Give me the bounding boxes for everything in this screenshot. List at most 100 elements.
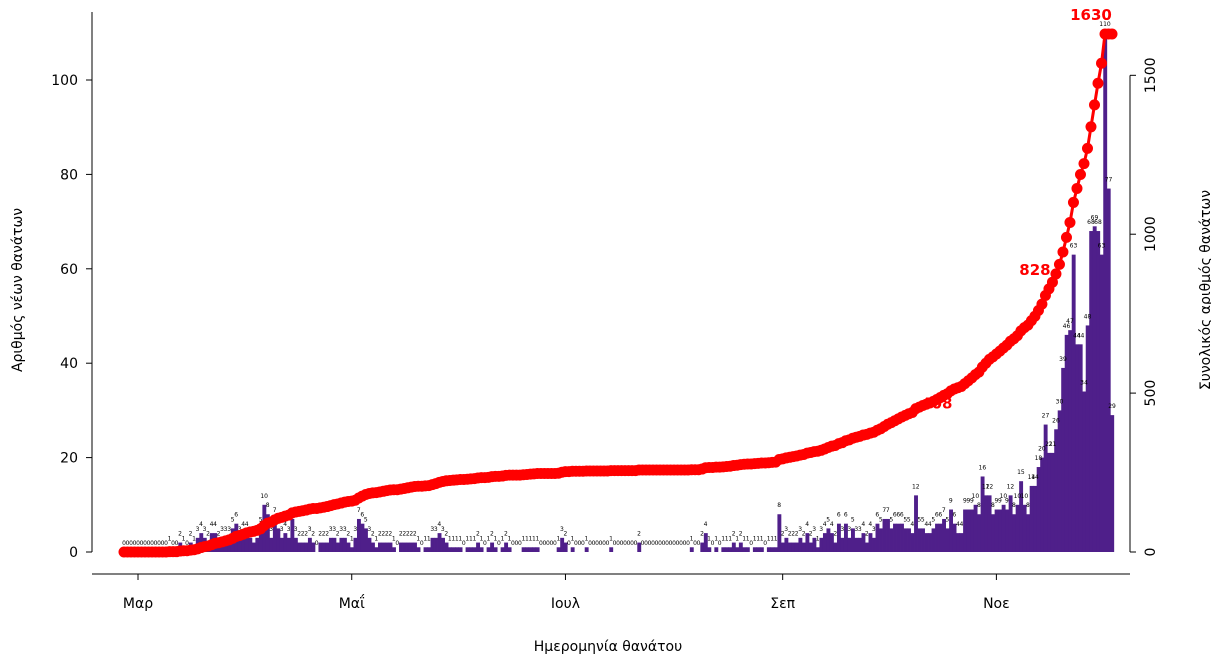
bar (746, 547, 750, 552)
bar (382, 543, 386, 552)
y-tick-label: 20 (60, 451, 78, 467)
bar (332, 538, 336, 552)
y-tick-label: 40 (60, 356, 78, 372)
bar (329, 538, 333, 552)
bar (448, 547, 452, 552)
bar (1089, 231, 1093, 552)
bar-value-label: 2 (802, 531, 806, 538)
bar-value-label: 0 (315, 540, 319, 547)
bar (753, 547, 757, 552)
cumulative-point (1064, 217, 1075, 228)
bar (1100, 255, 1104, 552)
bar (928, 533, 932, 552)
bar-value-label: 3 (840, 526, 844, 533)
bar (508, 547, 512, 552)
bar (1068, 330, 1072, 552)
bar-value-label: 6 (234, 512, 238, 519)
bar-value-label: 10 (260, 493, 268, 500)
bar (714, 547, 718, 552)
bar-value-label: 16 (979, 464, 987, 471)
bar (473, 547, 477, 552)
bar-value-label: 63 (1098, 243, 1106, 250)
bar (858, 538, 862, 552)
bar (1016, 505, 1020, 552)
cumulative-point (1107, 29, 1118, 40)
bar (900, 524, 904, 552)
bar (378, 543, 382, 552)
bar-value-label: 44 (1077, 332, 1085, 339)
bar-value-label: 5 (851, 516, 855, 523)
cumulative-point (1078, 158, 1089, 169)
bar-value-label: 7 (273, 507, 277, 514)
bar-value-label: 4 (704, 521, 708, 528)
bar-value-label: 4 (805, 521, 809, 528)
bar (1026, 514, 1030, 552)
bar-value-label: 4 (959, 521, 963, 528)
annotations-layer: 4088281630 (921, 6, 1112, 412)
bar (967, 510, 971, 552)
bar (767, 547, 771, 552)
y-axis-title: Αριθμός νέων θανάτων (10, 208, 26, 372)
y-tick-label: 100 (51, 73, 78, 89)
bar (855, 538, 859, 552)
bar (1023, 505, 1027, 552)
bar (939, 524, 943, 552)
bar (742, 547, 746, 552)
bar-value-label: 9 (949, 498, 953, 505)
bar (424, 547, 428, 552)
bar (469, 547, 473, 552)
bar-value-label: 18 (1035, 455, 1043, 462)
bar (883, 519, 887, 552)
bar (353, 538, 357, 552)
bar (392, 547, 396, 552)
annotation-label: 408 (921, 394, 952, 412)
bar (921, 528, 925, 552)
bar-value-label: 27 (1042, 413, 1050, 420)
cumulative-point (1093, 78, 1104, 89)
bar (795, 543, 799, 552)
y-tick-label: 80 (60, 167, 78, 183)
bar-value-label: 4 (830, 521, 834, 528)
bar (452, 547, 456, 552)
bar (357, 519, 361, 552)
y-tick-label: 0 (69, 545, 78, 561)
bar (255, 538, 259, 552)
x-tick-label: Σεπ (770, 596, 795, 612)
bar-value-label: 3 (872, 526, 876, 533)
bar (707, 547, 711, 552)
bar (343, 538, 347, 552)
x-tick-label: Ιουλ (551, 596, 580, 612)
bar (318, 543, 322, 552)
bar (897, 524, 901, 552)
bar (459, 547, 463, 552)
bar (770, 547, 774, 552)
bar-value-label: 39 (1059, 356, 1067, 363)
bar-value-label: 3 (353, 526, 357, 533)
bar-value-label: 5 (364, 516, 368, 523)
bar-value-label: 30 (1056, 398, 1064, 405)
bar (781, 543, 785, 552)
bar-value-label: 2 (564, 531, 568, 538)
y2-tick-label: 1500 (1143, 57, 1159, 93)
bar (304, 543, 308, 552)
bar (438, 533, 442, 552)
bar (445, 543, 449, 552)
bar-value-label: 12 (912, 483, 920, 490)
bar (501, 547, 505, 552)
bar (368, 538, 372, 552)
cumulative-point (1071, 183, 1082, 194)
annotation-label: 1630 (1070, 6, 1112, 24)
bar-value-label: 63 (1070, 243, 1078, 250)
bar-value-label: 48 (1084, 313, 1092, 320)
bar-value-label: 9 (1005, 498, 1009, 505)
bar (890, 528, 894, 552)
bar-value-label: 6 (837, 512, 841, 519)
bar (322, 543, 326, 552)
bar (840, 538, 844, 552)
bar (935, 524, 939, 552)
bar (1065, 335, 1069, 552)
bar (942, 519, 946, 552)
bar (522, 547, 526, 552)
bar (784, 538, 788, 552)
bar-value-label: 0 (634, 540, 638, 547)
